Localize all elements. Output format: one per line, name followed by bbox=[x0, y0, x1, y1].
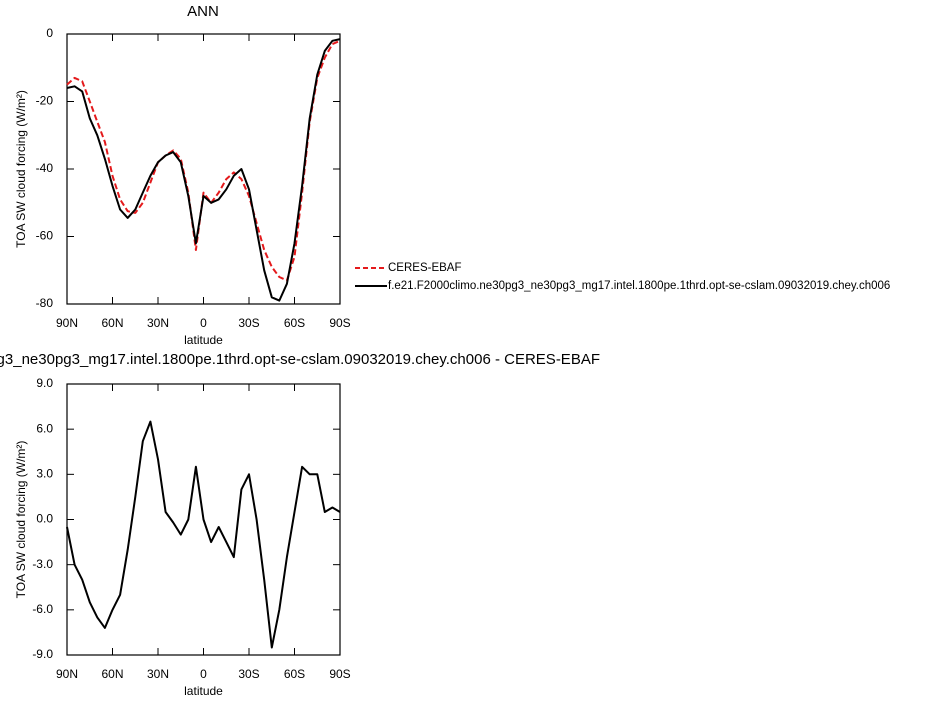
x-tick-label: 0 bbox=[200, 667, 207, 681]
y-tick-label: -60 bbox=[36, 229, 54, 243]
x-tick-label: 90N bbox=[56, 667, 78, 681]
legend-label: CERES-EBAF bbox=[388, 262, 462, 274]
x-tick-label: 60S bbox=[284, 316, 305, 330]
plot-frame bbox=[66, 383, 341, 656]
y-tick-label: -80 bbox=[36, 296, 54, 310]
data-line bbox=[66, 39, 341, 282]
data-line bbox=[66, 38, 341, 302]
y-tick-label: -6.0 bbox=[32, 602, 53, 616]
x-tick-label: 60S bbox=[284, 667, 305, 681]
x-tick-label: 30N bbox=[147, 316, 169, 330]
y-tick-label: -9.0 bbox=[32, 647, 53, 661]
chart-title: f.e21.F2000climo.ne30pg3_ne30pg3_mg17.in… bbox=[0, 351, 600, 368]
y-tick-label: 0 bbox=[46, 26, 53, 40]
y-tick-label: -40 bbox=[36, 161, 54, 175]
x-axis-label: latitude bbox=[184, 333, 223, 347]
x-tick-label: 60N bbox=[101, 316, 123, 330]
x-axis-label: latitude bbox=[184, 684, 223, 698]
y-tick-label: -3.0 bbox=[32, 557, 53, 571]
y-tick-label: 3.0 bbox=[36, 467, 53, 481]
x-tick-label: 30S bbox=[238, 667, 259, 681]
x-tick-label: 90N bbox=[56, 316, 78, 330]
legend-label: f.e21.F2000climo.ne30pg3_ne30pg3_mg17.in… bbox=[388, 280, 890, 292]
y-tick-label: 9.0 bbox=[36, 376, 53, 390]
y-axis-label: TOA SW cloud forcing (W/m²) bbox=[14, 441, 28, 599]
y-tick-label: 0.0 bbox=[36, 512, 53, 526]
data-line bbox=[66, 420, 341, 649]
x-tick-label: 30S bbox=[238, 316, 259, 330]
x-tick-label: 90S bbox=[329, 316, 350, 330]
y-axis-label: TOA SW cloud forcing (W/m²) bbox=[14, 90, 28, 248]
x-tick-label: 30N bbox=[147, 667, 169, 681]
x-tick-label: 90S bbox=[329, 667, 350, 681]
plot-frame bbox=[66, 33, 341, 305]
y-tick-label: 6.0 bbox=[36, 421, 53, 435]
chart-title: ANN bbox=[187, 3, 219, 20]
x-tick-label: 60N bbox=[101, 667, 123, 681]
x-tick-label: 0 bbox=[200, 316, 207, 330]
y-tick-label: -20 bbox=[36, 94, 54, 108]
